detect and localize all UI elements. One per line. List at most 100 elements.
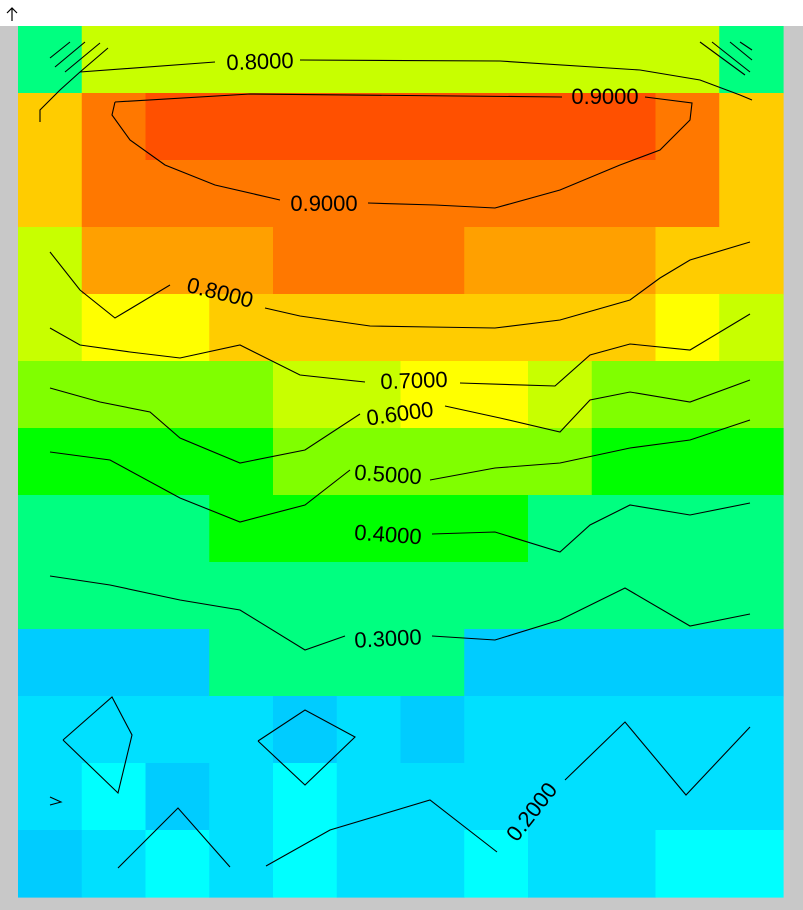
heatmap-cell	[145, 562, 210, 630]
heatmap-cell	[145, 227, 210, 295]
heatmap-cell	[81, 294, 147, 362]
contour-fragment	[49, 41, 71, 59]
heatmap-cell	[400, 26, 465, 94]
heatmap-cell	[18, 160, 83, 228]
heatmap-cell	[655, 696, 720, 764]
heatmap-cell	[464, 562, 529, 630]
heatmap-cell	[336, 294, 402, 362]
heatmap-cell	[591, 428, 657, 496]
heatmap-cell	[464, 93, 529, 161]
heatmap-cell	[336, 495, 402, 563]
heatmap-cell	[591, 562, 657, 630]
heatmap-cell	[655, 26, 720, 94]
contour-fragment	[739, 41, 753, 51]
heatmap-cell	[464, 629, 529, 697]
heatmap-cell	[719, 428, 784, 496]
heatmap-cell	[528, 763, 593, 831]
arrow-up-icon[interactable]	[4, 6, 20, 22]
contour-line-0.8000-top	[39, 59, 753, 122]
contour-label: 0.9000	[571, 84, 638, 109]
contour-line-0.4000	[49, 502, 751, 651]
heatmap-cell	[400, 361, 465, 429]
heatmap-cell	[464, 428, 529, 496]
contour-line-0.3000	[431, 587, 751, 641]
heatmap-cell	[655, 160, 720, 228]
heatmap-cell	[719, 696, 784, 764]
heatmap-cell	[18, 93, 83, 161]
contour-label: 0.7000	[380, 367, 448, 394]
heatmap-cell	[273, 830, 338, 898]
heatmap-cell	[591, 763, 657, 831]
heatmap-cell	[591, 160, 657, 228]
heatmap-cell	[18, 830, 83, 898]
heatmap-cell	[209, 763, 274, 831]
heatmap-cell	[336, 227, 402, 295]
heatmap-cell	[209, 361, 274, 429]
contour-fragment	[711, 41, 751, 73]
heatmap-cell	[145, 428, 210, 496]
heatmap-cell	[18, 227, 83, 295]
top-toolbar	[0, 0, 803, 26]
heatmap-cell	[336, 763, 402, 831]
heatmap-cell	[528, 830, 593, 898]
heatmap-cell	[591, 227, 657, 295]
heatmap-cell	[81, 361, 147, 429]
heatmap-cell	[145, 93, 210, 161]
heatmap-cell	[273, 763, 338, 831]
heatmap-cell	[81, 93, 147, 161]
heatmap-cell	[528, 696, 593, 764]
heatmap-cell	[18, 26, 83, 94]
heatmap-cell	[18, 696, 83, 764]
heatmap-cell	[336, 830, 402, 898]
heatmap-cell	[400, 830, 465, 898]
contour-label: 0.3000	[354, 624, 423, 652]
heatmap-cell	[655, 562, 720, 630]
heatmap-cell	[400, 227, 465, 295]
heatmap-cell	[400, 93, 465, 161]
heatmap-cell	[528, 428, 593, 496]
heatmap-cell	[273, 696, 338, 764]
heatmap-cell	[400, 629, 465, 697]
heatmap-cell	[400, 696, 465, 764]
heatmap-cell	[81, 696, 147, 764]
heatmap-cell	[400, 160, 465, 228]
contour-line-0.8000-bottom	[49, 241, 751, 329]
heatmap-cell	[400, 428, 465, 496]
heatmap-cell	[145, 294, 210, 362]
contour-line-0.2000	[49, 696, 751, 869]
heatmap-cell	[336, 93, 402, 161]
heatmap-cell	[81, 830, 147, 898]
heatmap-cell	[591, 93, 657, 161]
heatmap-cell	[719, 763, 784, 831]
heatmap-cell	[145, 830, 210, 898]
contour-line-0.6000	[49, 379, 751, 464]
heatmap-cell	[400, 763, 465, 831]
contour-label: 0.5000	[354, 460, 423, 490]
heatmap-cell	[528, 26, 593, 94]
contour-label: 0.8000	[226, 48, 294, 75]
heatmap-cell	[591, 26, 657, 94]
heatmap-cells	[18, 26, 784, 898]
heatmap-cell	[81, 495, 147, 563]
heatmap-cell	[464, 830, 529, 898]
heatmap-cell	[655, 763, 720, 831]
heatmap-cell	[18, 361, 83, 429]
heatmap-cell	[145, 696, 210, 764]
heatmap-cell	[719, 830, 784, 898]
heatmap-cell	[400, 495, 465, 563]
heatmap-cell	[209, 93, 274, 161]
contour-fragment	[54, 41, 86, 68]
heatmap-cell	[209, 428, 274, 496]
heatmap-cell	[273, 495, 338, 563]
heatmap-cell	[273, 629, 338, 697]
heatmap-cell	[591, 294, 657, 362]
heatmap-cell	[655, 830, 720, 898]
heatmap-cell	[209, 160, 274, 228]
heatmap-cell	[209, 629, 274, 697]
heatmap-cell	[719, 93, 784, 161]
heatmap-cell	[336, 562, 402, 630]
heatmap-cell	[81, 160, 147, 228]
heatmap-cell	[528, 160, 593, 228]
contour-fragment	[699, 41, 746, 76]
